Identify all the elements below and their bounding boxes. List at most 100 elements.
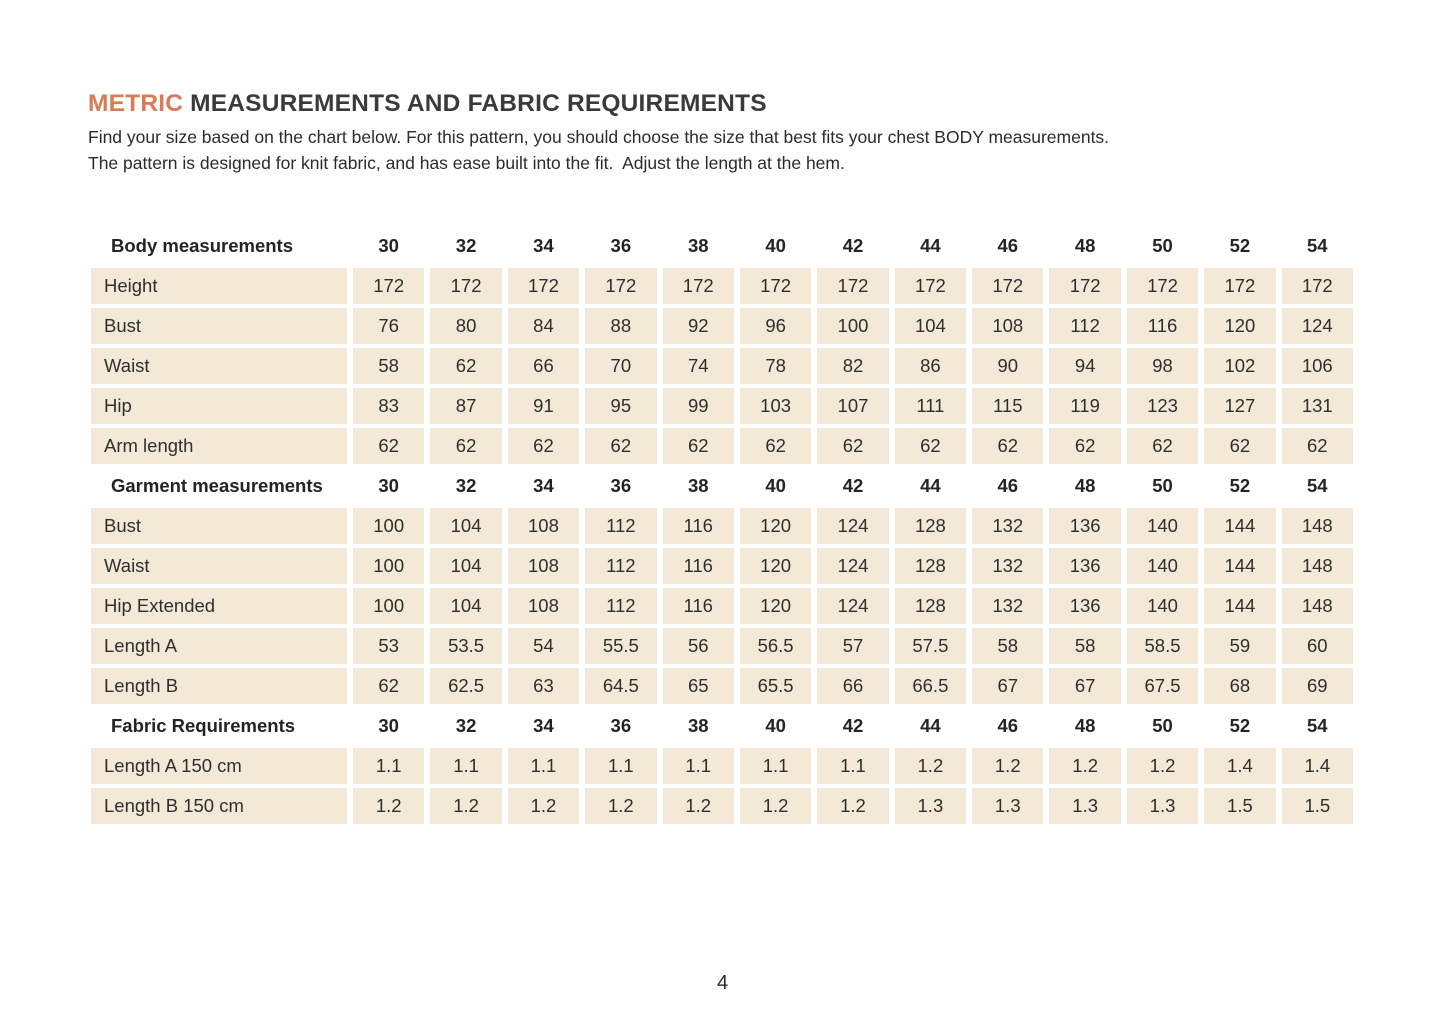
section-header-label: Body measurements: [111, 235, 293, 256]
value-cell: 140: [1126, 508, 1199, 544]
value-cell: 62: [662, 428, 734, 464]
row-label-cell: Length B 150 cm: [91, 788, 347, 824]
value-cell: 104: [430, 508, 502, 544]
value-cell: 78: [739, 348, 812, 384]
value-cell: 124: [817, 588, 889, 624]
value-cell: 148: [1281, 588, 1353, 624]
size-header-cell: 44: [920, 475, 941, 496]
value-cell: 84: [507, 308, 580, 344]
value-cell: 62: [430, 348, 502, 384]
value-cell: 103: [739, 388, 812, 424]
size-header-cell: 44: [920, 715, 941, 736]
value-cell: 62: [507, 428, 580, 464]
value-cell: 123: [1126, 388, 1199, 424]
size-header-cell: 40: [765, 235, 786, 256]
value-cell: 102: [1204, 348, 1276, 384]
value-cell: 100: [353, 508, 425, 544]
size-header-cell: 40: [765, 475, 786, 496]
value-cell: 66: [507, 348, 580, 384]
value-cell: 62: [585, 428, 657, 464]
row-label-cell: Bust: [91, 308, 347, 344]
value-cell: 1.3: [972, 788, 1044, 824]
size-header-cell: 52: [1229, 235, 1251, 256]
value-cell: 74: [662, 348, 734, 384]
value-cell: 1.5: [1281, 788, 1353, 824]
value-cell: 132: [972, 508, 1044, 544]
row-label-cell: Height: [91, 268, 347, 304]
value-cell: 112: [585, 548, 657, 584]
value-cell: 128: [894, 548, 967, 584]
value-cell: 1.2: [739, 788, 812, 824]
size-header-cell: 40: [765, 715, 786, 736]
page-number: 4: [716, 972, 729, 994]
value-cell: 67.5: [1126, 668, 1199, 704]
value-cell: 144: [1204, 508, 1276, 544]
value-cell: 108: [507, 588, 580, 624]
value-cell: 66: [817, 668, 889, 704]
value-cell: 1.1: [662, 748, 734, 784]
value-cell: 104: [894, 308, 967, 344]
value-cell: 144: [1204, 588, 1276, 624]
row-label-cell: Waist: [91, 348, 347, 384]
value-cell: 172: [507, 268, 580, 304]
value-cell: 62: [353, 428, 425, 464]
intro-line-2: The pattern is designed for knit fabric,…: [88, 152, 845, 173]
value-cell: 104: [430, 548, 502, 584]
value-cell: 62: [1204, 428, 1276, 464]
size-header-cell: 30: [378, 235, 399, 256]
value-cell: 53: [353, 628, 425, 664]
value-cell: 62: [430, 428, 502, 464]
value-cell: 62: [1281, 428, 1353, 464]
value-cell: 86: [894, 348, 967, 384]
size-header-cell: 32: [455, 235, 477, 256]
row-label-cell: Length A: [91, 628, 347, 664]
size-header-cell: 36: [610, 475, 632, 496]
value-cell: 65: [662, 668, 734, 704]
value-cell: 90: [972, 348, 1044, 384]
value-cell: 172: [353, 268, 425, 304]
value-cell: 120: [739, 508, 812, 544]
size-header-cell: 34: [533, 715, 554, 736]
value-cell: 140: [1126, 548, 1199, 584]
size-header-cell: 42: [842, 715, 864, 736]
size-header-cell: 46: [997, 475, 1019, 496]
document-header: METRIC MEASUREMENTS AND FABRIC REQUIREME…: [88, 90, 1368, 176]
value-cell: 58: [353, 348, 425, 384]
value-cell: 1.2: [430, 788, 502, 824]
value-cell: 91: [507, 388, 580, 424]
value-cell: 82: [817, 348, 889, 384]
size-header-cell: 50: [1152, 715, 1173, 736]
value-cell: 94: [1049, 348, 1121, 384]
value-cell: 65.5: [739, 668, 812, 704]
value-cell: 1.3: [894, 788, 967, 824]
value-cell: 66.5: [894, 668, 967, 704]
size-header-cell: 30: [378, 475, 399, 496]
value-cell: 172: [585, 268, 657, 304]
value-cell: 1.4: [1204, 748, 1276, 784]
value-cell: 56.5: [739, 628, 812, 664]
size-header-cell: 54: [1307, 235, 1328, 256]
value-cell: 112: [585, 508, 657, 544]
value-cell: 1.1: [817, 748, 889, 784]
value-cell: 112: [585, 588, 657, 624]
value-cell: 67: [1049, 668, 1121, 704]
value-cell: 172: [739, 268, 812, 304]
size-header-cell: 32: [455, 715, 477, 736]
value-cell: 1.4: [1281, 748, 1353, 784]
value-cell: 83: [353, 388, 425, 424]
value-cell: 62.5: [430, 668, 502, 704]
value-cell: 172: [1126, 268, 1199, 304]
value-cell: 128: [894, 588, 967, 624]
row-label-cell: Length B: [91, 668, 347, 704]
value-cell: 172: [430, 268, 502, 304]
size-header-cell: 46: [997, 235, 1019, 256]
value-cell: 1.1: [739, 748, 812, 784]
size-header-cell: 44: [920, 235, 941, 256]
page-title: METRIC MEASUREMENTS AND FABRIC REQUIREME…: [88, 90, 1368, 118]
value-cell: 132: [972, 588, 1044, 624]
value-cell: 120: [739, 548, 812, 584]
measurements-table: Body measurements 30 32 34 36 38 40 42 44 46 48 50 5…: [91, 228, 1353, 824]
value-cell: 1.2: [507, 788, 580, 824]
value-cell: 140: [1126, 588, 1199, 624]
